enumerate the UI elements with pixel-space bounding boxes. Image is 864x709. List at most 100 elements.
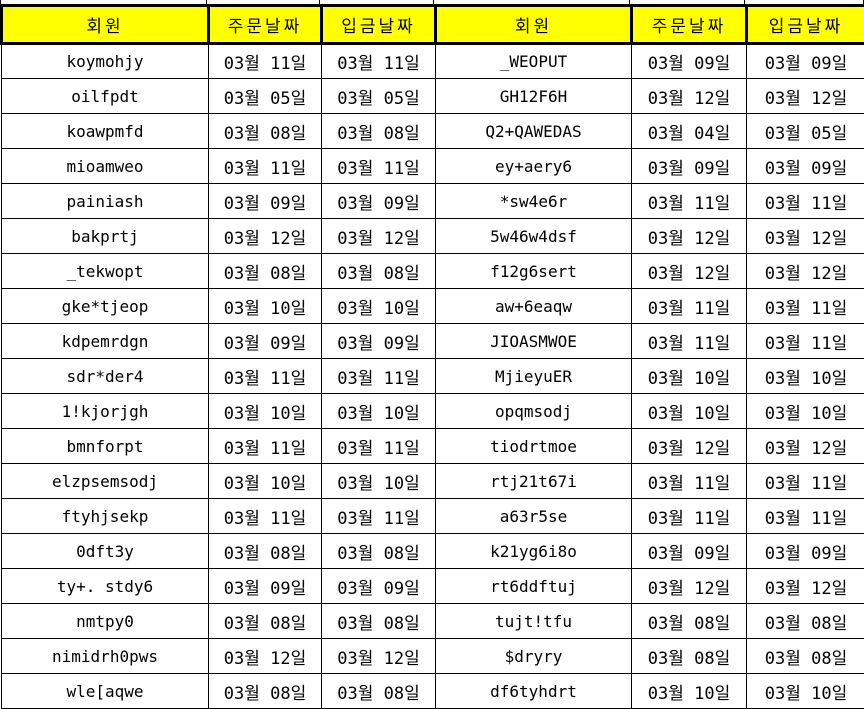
deposit-date-cell[interactable]: 03월 11일 — [321, 428, 436, 464]
deposit-date-cell[interactable]: 03월 12일 — [746, 218, 864, 254]
header-cell-member-right[interactable]: 회원 — [434, 4, 633, 45]
order-date-cell[interactable]: 03월 12일 — [208, 218, 322, 254]
member-cell[interactable]: painiash — [1, 183, 209, 219]
member-cell[interactable]: MjieyuER — [435, 358, 632, 394]
deposit-date-cell[interactable]: 03월 12일 — [746, 78, 864, 114]
deposit-date-cell[interactable]: 03월 10일 — [321, 393, 436, 429]
member-cell[interactable]: _tekwopt — [1, 253, 209, 289]
deposit-date-cell[interactable]: 03월 12일 — [746, 253, 864, 289]
member-cell[interactable]: nimidrh0pws — [1, 638, 209, 674]
order-date-cell[interactable]: 03월 11일 — [208, 358, 322, 394]
order-date-cell[interactable]: 03월 11일 — [631, 498, 747, 534]
deposit-date-cell[interactable]: 03월 10일 — [746, 393, 864, 429]
member-cell[interactable]: *sw4e6r — [435, 183, 632, 219]
order-date-cell[interactable]: 03월 10일 — [208, 288, 322, 324]
order-date-cell[interactable]: 03월 08일 — [208, 253, 322, 289]
order-date-cell[interactable]: 03월 09일 — [631, 148, 747, 184]
order-date-cell[interactable]: 03월 09일 — [208, 183, 322, 219]
deposit-date-cell[interactable]: 03월 12일 — [746, 428, 864, 464]
deposit-date-cell[interactable]: 03월 08일 — [321, 113, 436, 149]
header-cell-order-date-left[interactable]: 주문날짜 — [207, 4, 323, 45]
member-cell[interactable]: GH12F6H — [435, 78, 632, 114]
order-date-cell[interactable]: 03월 10일 — [208, 463, 322, 499]
order-date-cell[interactable]: 03월 08일 — [208, 603, 322, 639]
deposit-date-cell[interactable]: 03월 09일 — [746, 148, 864, 184]
member-cell[interactable]: _WEOPUT — [435, 43, 632, 79]
header-cell-deposit-date-right[interactable]: 입금날짜 — [745, 4, 864, 45]
deposit-date-cell[interactable]: 03월 12일 — [746, 568, 864, 604]
deposit-date-cell[interactable]: 03월 10일 — [321, 463, 436, 499]
order-date-cell[interactable]: 03월 11일 — [208, 498, 322, 534]
order-date-cell[interactable]: 03월 12일 — [208, 638, 322, 674]
member-cell[interactable]: k21yg6i8o — [435, 533, 632, 569]
member-cell[interactable]: $dryry — [435, 638, 632, 674]
member-cell[interactable]: JIOASMWOE — [435, 323, 632, 359]
order-date-cell[interactable]: 03월 12일 — [631, 78, 747, 114]
member-cell[interactable]: aw+6eaqw — [435, 288, 632, 324]
deposit-date-cell[interactable]: 03월 08일 — [321, 673, 436, 709]
member-cell[interactable]: tiodrtmoe — [435, 428, 632, 464]
deposit-date-cell[interactable]: 03월 12일 — [321, 218, 436, 254]
deposit-date-cell[interactable]: 03월 11일 — [746, 463, 864, 499]
member-cell[interactable]: mioamweo — [1, 148, 209, 184]
member-cell[interactable]: gke*tjeop — [1, 288, 209, 324]
deposit-date-cell[interactable]: 03월 08일 — [321, 603, 436, 639]
deposit-date-cell[interactable]: 03월 11일 — [746, 288, 864, 324]
member-cell[interactable]: opqmsodj — [435, 393, 632, 429]
deposit-date-cell[interactable]: 03월 11일 — [321, 358, 436, 394]
order-date-cell[interactable]: 03월 08일 — [631, 603, 747, 639]
order-date-cell[interactable]: 03월 08일 — [631, 638, 747, 674]
member-cell[interactable]: koymohjy — [1, 43, 209, 79]
deposit-date-cell[interactable]: 03월 08일 — [746, 603, 864, 639]
deposit-date-cell[interactable]: 03월 09일 — [321, 183, 436, 219]
deposit-date-cell[interactable]: 03월 11일 — [321, 498, 436, 534]
deposit-date-cell[interactable]: 03월 09일 — [746, 533, 864, 569]
member-cell[interactable]: kdpemrdgn — [1, 323, 209, 359]
member-cell[interactable]: tujt!tfu — [435, 603, 632, 639]
order-date-cell[interactable]: 03월 12일 — [631, 253, 747, 289]
member-cell[interactable]: rtj21t67i — [435, 463, 632, 499]
order-date-cell[interactable]: 03월 09일 — [631, 43, 747, 79]
member-cell[interactable]: 0dft3y — [1, 533, 209, 569]
member-cell[interactable]: f12g6sert — [435, 253, 632, 289]
deposit-date-cell[interactable]: 03월 10일 — [746, 673, 864, 709]
deposit-date-cell[interactable]: 03월 12일 — [321, 638, 436, 674]
deposit-date-cell[interactable]: 03월 09일 — [321, 323, 436, 359]
order-date-cell[interactable]: 03월 09일 — [208, 323, 322, 359]
deposit-date-cell[interactable]: 03월 09일 — [746, 43, 864, 79]
member-cell[interactable]: oilfpdt — [1, 78, 209, 114]
order-date-cell[interactable]: 03월 12일 — [631, 428, 747, 464]
order-date-cell[interactable]: 03월 11일 — [631, 323, 747, 359]
deposit-date-cell[interactable]: 03월 11일 — [321, 148, 436, 184]
order-date-cell[interactable]: 03월 11일 — [631, 288, 747, 324]
deposit-date-cell[interactable]: 03월 05일 — [321, 78, 436, 114]
deposit-date-cell[interactable]: 03월 05일 — [746, 113, 864, 149]
order-date-cell[interactable]: 03월 04일 — [631, 113, 747, 149]
deposit-date-cell[interactable]: 03월 08일 — [746, 638, 864, 674]
order-date-cell[interactable]: 03월 09일 — [631, 533, 747, 569]
deposit-date-cell[interactable]: 03월 08일 — [321, 533, 436, 569]
member-cell[interactable]: df6tyhdrt — [435, 673, 632, 709]
order-date-cell[interactable]: 03월 10일 — [208, 393, 322, 429]
member-cell[interactable]: bmnforpt — [1, 428, 209, 464]
header-cell-deposit-date-left[interactable]: 입금날짜 — [320, 4, 437, 45]
deposit-date-cell[interactable]: 03월 11일 — [321, 43, 436, 79]
member-cell[interactable]: koawpmfd — [1, 113, 209, 149]
order-date-cell[interactable]: 03월 10일 — [631, 358, 747, 394]
deposit-date-cell[interactable]: 03월 08일 — [321, 253, 436, 289]
member-cell[interactable]: rt6ddftuj — [435, 568, 632, 604]
order-date-cell[interactable]: 03월 08일 — [208, 673, 322, 709]
deposit-date-cell[interactable]: 03월 11일 — [746, 498, 864, 534]
member-cell[interactable]: sdr*der4 — [1, 358, 209, 394]
order-date-cell[interactable]: 03월 11일 — [208, 428, 322, 464]
order-date-cell[interactable]: 03월 08일 — [208, 533, 322, 569]
order-date-cell[interactable]: 03월 10일 — [631, 673, 747, 709]
member-cell[interactable]: ftyhjsekp — [1, 498, 209, 534]
member-cell[interactable]: elzpsemsodj — [1, 463, 209, 499]
deposit-date-cell[interactable]: 03월 09일 — [321, 568, 436, 604]
member-cell[interactable]: a63r5se — [435, 498, 632, 534]
order-date-cell[interactable]: 03월 11일 — [631, 183, 747, 219]
deposit-date-cell[interactable]: 03월 11일 — [746, 183, 864, 219]
order-date-cell[interactable]: 03월 12일 — [631, 218, 747, 254]
order-date-cell[interactable]: 03월 12일 — [631, 568, 747, 604]
